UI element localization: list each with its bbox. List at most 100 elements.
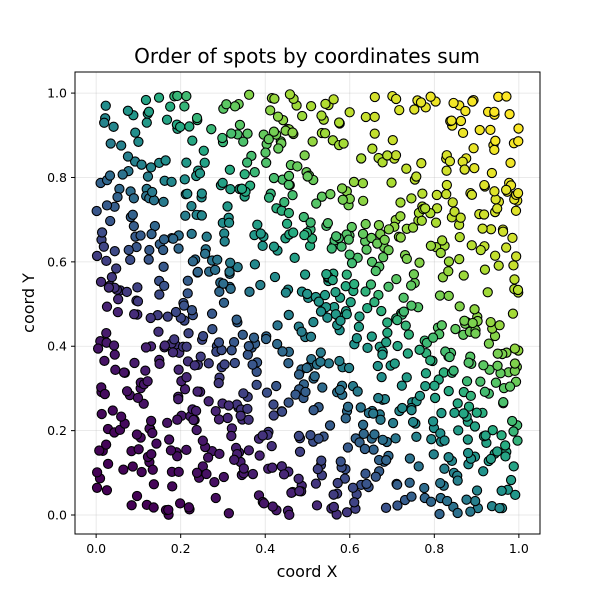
scatter-point (323, 358, 335, 369)
x-tick-label: 0.8 (424, 541, 444, 556)
scatter-point (343, 362, 355, 374)
scatter-point (183, 328, 194, 339)
scatter-point (395, 197, 406, 208)
scatter-point (407, 222, 419, 233)
scatter-point (225, 283, 236, 294)
scatter-point (315, 347, 326, 358)
scatter-point (308, 405, 319, 416)
scatter-point (293, 473, 304, 484)
scatter-point (305, 217, 316, 228)
scatter-point (443, 290, 454, 302)
y-tick-label: 0.2 (47, 423, 67, 438)
scatter-point (468, 143, 479, 154)
scatter-point (191, 467, 203, 478)
scatter-point (258, 498, 270, 509)
scatter-point (401, 372, 412, 383)
scatter-point (357, 228, 369, 240)
scatter-point (91, 250, 103, 262)
scatter-point (319, 128, 331, 139)
scatter-point (151, 438, 162, 449)
scatter-point (91, 482, 103, 493)
scatter-point (126, 500, 137, 511)
scatter-point (389, 358, 400, 369)
scatter-point (140, 342, 152, 353)
scatter-point (238, 136, 249, 147)
scatter-point (411, 171, 422, 182)
scatter-point (458, 270, 469, 281)
scatter-point (431, 189, 442, 201)
scatter-point (366, 331, 377, 342)
scatter-point (255, 279, 266, 291)
scatter-point (443, 452, 454, 463)
scatter-point (118, 367, 130, 378)
scatter-point (362, 342, 373, 354)
scatter-point (360, 286, 371, 297)
scatter-point (301, 362, 312, 374)
scatter-point (512, 284, 524, 296)
scatter-point (353, 321, 365, 332)
scatter-point (497, 226, 509, 237)
scatter-point (311, 500, 323, 511)
scatter-point (145, 415, 157, 427)
scatter-point (414, 390, 426, 402)
scatter-point (501, 91, 512, 102)
scatter-point (415, 97, 427, 108)
scatter-point (181, 444, 192, 455)
scatter-point (426, 434, 437, 445)
scatter-point (447, 197, 458, 208)
scatter-point (500, 451, 511, 462)
scatter-point (443, 385, 454, 397)
scatter-point (186, 305, 198, 316)
scatter-point (214, 448, 225, 460)
scatter-point (508, 426, 519, 437)
scatter-point (360, 468, 371, 479)
scatter-point (465, 390, 476, 402)
scatter-point (479, 386, 491, 397)
scatter-point (465, 506, 476, 517)
x-axis-label: coord X (277, 562, 338, 581)
scatter-point (154, 358, 165, 369)
scatter-point (201, 468, 212, 480)
scatter-point (224, 164, 236, 175)
scatter-point (297, 110, 308, 122)
scatter-point (199, 157, 210, 168)
scatter-point (182, 188, 193, 199)
scatter-point (436, 407, 447, 419)
scatter-point (452, 475, 463, 486)
scatter-point (404, 453, 416, 464)
scatter-point (486, 167, 498, 179)
scatter-point (390, 93, 402, 105)
scatter-point (471, 485, 483, 496)
scatter-point (223, 217, 235, 228)
scatter-point (439, 435, 450, 446)
scatter-point (376, 371, 387, 383)
scatter-point (332, 477, 343, 489)
scatter-point (283, 207, 295, 219)
scatter-point (161, 114, 173, 125)
scatter-point (148, 195, 160, 206)
scatter-point (333, 117, 345, 128)
scatter-point (197, 435, 208, 446)
scatter-point (223, 508, 235, 519)
scatter-point (341, 269, 352, 280)
scatter-point (170, 306, 182, 318)
scatter-point (99, 355, 110, 367)
scatter-point (427, 332, 439, 343)
scatter-point (94, 445, 105, 456)
scatter-point (219, 236, 230, 247)
scatter-point (455, 115, 467, 127)
x-tick-label: 0.0 (86, 541, 106, 556)
scatter-point (219, 359, 230, 370)
scatter-point (267, 462, 278, 473)
scatter-point (494, 320, 505, 331)
scatter-point (203, 396, 214, 407)
scatter-point (247, 359, 258, 370)
scatter-point (98, 241, 110, 252)
scatter-point (263, 134, 274, 145)
scatter-point (436, 320, 447, 331)
scatter-point (409, 104, 420, 115)
scatter-point (446, 115, 457, 126)
scatter-point (226, 430, 237, 442)
scatter-point (330, 286, 341, 298)
scatter-point (431, 203, 443, 214)
